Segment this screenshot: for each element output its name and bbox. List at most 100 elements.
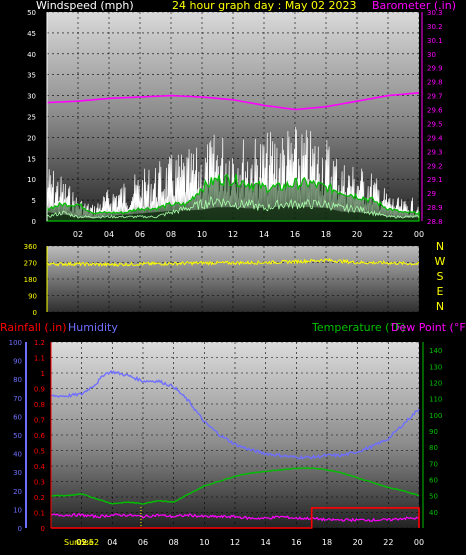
temp-x-tick-label: 22: [383, 538, 393, 547]
temp-x-tick-label: 18: [322, 538, 332, 547]
barometer-y-tick-label: 29.4: [427, 134, 443, 142]
wind-x-tick-label: 08: [166, 230, 176, 239]
barometer-y-tick-label: 30: [427, 51, 436, 59]
temp-x-tick-label: 04: [107, 538, 117, 547]
humidity-y-tick-label: 20: [13, 488, 22, 496]
rainfall-y-tick-label: 0.3: [34, 479, 45, 487]
wind-x-tick-label: 10: [197, 230, 207, 239]
compass-letter: N: [436, 300, 444, 313]
humidity-y-tick-label: 90: [13, 358, 22, 366]
direction-series: [47, 257, 420, 268]
rainfall-y-tick-label: 0.7: [34, 417, 45, 425]
temperature-y-tick-label: 60: [429, 476, 438, 484]
rainfall-series: [51, 507, 420, 529]
wind-y-tick-label: 5: [32, 197, 36, 205]
direction-grid: [47, 245, 420, 313]
rainfall-y-tick-label: 0: [41, 525, 45, 533]
rainfall-y-tick-label: 0.9: [34, 386, 45, 394]
rainfall-label: Rainfall (.in): [0, 321, 67, 334]
temp-x-tick-label: 14: [261, 538, 271, 547]
wind-x-tick-label: 02: [73, 230, 83, 239]
temperature-y-tick-label: 90: [429, 428, 438, 436]
humidity-y-tick-label: 70: [13, 395, 22, 403]
wind-direction-series: [47, 257, 420, 268]
wind-y-tick-label: 30: [27, 93, 36, 101]
barometer-y-tick-label: 29.7: [427, 93, 443, 101]
humidity-series: [50, 369, 420, 460]
rain-humidity-temp-panel: 02 04 06 08 10 12 14 16 18 20 22 0000.10.20.30.40.5…: [0, 321, 466, 547]
temp-x-tick-label: 20: [353, 538, 363, 547]
temp-x-tick-label: 06: [138, 538, 148, 547]
direction-y-tick-label: 90: [28, 293, 37, 301]
rainfall-y-tick-label: 1: [41, 370, 45, 378]
wind-x-tick-label: 14: [259, 230, 269, 239]
wind-y-tick-label: 35: [27, 72, 36, 80]
rainfall-y-tick-label: 1.2: [34, 339, 45, 347]
direction-y-tick-label: 180: [24, 276, 37, 284]
wind-average-series: [46, 173, 420, 222]
barometer-y-tick-label: 29.5: [427, 120, 443, 128]
temp-grid: [51, 341, 420, 529]
wind-y-tick-label: 0: [32, 218, 36, 226]
wind-x-tick-label: 16: [290, 230, 300, 239]
rainfall-y-tick-label: 0.1: [34, 510, 45, 518]
temperature-y-tick-label: 80: [429, 444, 438, 452]
humidity-label: Humidity: [68, 321, 118, 334]
wind-y-tick-label: 50: [27, 9, 36, 17]
windspeed-label: Windspeed (mph): [36, 0, 134, 12]
humidity-y-tick-label: 80: [13, 376, 22, 384]
barometer-y-tick-label: 29: [427, 190, 436, 198]
rainfall-y-tick-label: 0.2: [34, 494, 45, 502]
compass-letter: E: [437, 285, 444, 298]
barometer-y-tick-label: 29.2: [427, 162, 443, 170]
rainfall-y-tick-label: 0.4: [34, 463, 46, 471]
direction-y-tick-label: 0: [33, 309, 37, 317]
dewpoint-series: [50, 513, 420, 523]
rainfall-y-tick-label: 0.5: [34, 448, 45, 456]
humidity-y-tick-label: 30: [13, 469, 22, 477]
wind-y-tick-label: 10: [27, 176, 36, 184]
humidity-y-tick-label: 50: [13, 432, 22, 440]
barometer-label: Barometer (.in): [372, 0, 456, 12]
temperature-y-tick-label: 110: [429, 396, 442, 404]
barometer-y-tick-label: 28.9: [427, 204, 443, 212]
direction-y-tick-label: 270: [24, 260, 37, 268]
wind-y-tick-label: 25: [27, 114, 36, 122]
rainfall-y-tick-label: 1.1: [34, 355, 45, 363]
temperature-y-tick-label: 120: [429, 379, 442, 387]
barometer-y-tick-label: 29.6: [427, 107, 443, 115]
wind-series: [46, 92, 420, 222]
wind-x-tick-label: 22: [383, 230, 393, 239]
humidity-y-tick-label: 100: [9, 339, 22, 347]
wind-x-tick-label: 06: [135, 230, 145, 239]
compass-letter: S: [437, 270, 444, 283]
wind-y-tick-label: 45: [27, 30, 36, 38]
wind-x-tick-label: 04: [104, 230, 114, 239]
humidity-y-tick-label: 0: [18, 525, 22, 533]
temperature-y-tick-label: 40: [429, 509, 438, 517]
barometer-y-tick-label: 30.2: [427, 23, 443, 31]
humidity-y-tick-label: 60: [13, 413, 22, 421]
temp-x-tick-label: 00: [414, 538, 424, 547]
temp-x-tick-label: 12: [230, 538, 240, 547]
sunrise-label: Sunrise: [64, 538, 94, 547]
humidity-y-tick-label: 10: [13, 506, 22, 514]
barometer-y-tick-label: 29.3: [427, 148, 443, 156]
compass-letter: N: [436, 240, 444, 253]
barometer-series: [46, 92, 420, 111]
barometer-y-tick-label: 29.1: [427, 176, 443, 184]
temperature-y-tick-label: 50: [429, 493, 438, 501]
temperature-label: Temperature (°F): [311, 321, 406, 334]
temperature-series: [50, 467, 420, 505]
temp-series: [50, 369, 420, 529]
barometer-y-tick-label: 28.8: [427, 218, 443, 226]
sunrise-time-label: 05:52: [76, 538, 99, 547]
humidity-y-tick-label: 40: [13, 451, 22, 459]
compass-letter: W: [435, 255, 446, 268]
direction-y-tick-label: 360: [24, 243, 37, 251]
wind-low-series: [46, 195, 420, 219]
barometer-y-tick-label: 30.3: [427, 9, 443, 17]
